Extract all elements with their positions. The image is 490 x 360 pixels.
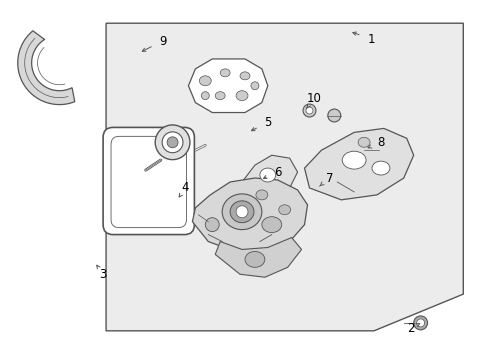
- Ellipse shape: [215, 92, 225, 100]
- Polygon shape: [193, 178, 308, 251]
- Ellipse shape: [366, 145, 376, 156]
- Ellipse shape: [236, 206, 248, 218]
- Ellipse shape: [372, 161, 390, 175]
- Ellipse shape: [222, 194, 262, 230]
- Text: 5: 5: [264, 116, 271, 129]
- FancyBboxPatch shape: [111, 136, 187, 228]
- Text: 3: 3: [99, 268, 107, 281]
- Ellipse shape: [279, 205, 291, 215]
- Ellipse shape: [303, 104, 316, 117]
- Polygon shape: [305, 129, 414, 200]
- FancyBboxPatch shape: [103, 127, 195, 235]
- Ellipse shape: [201, 92, 209, 100]
- Text: 8: 8: [377, 136, 385, 149]
- Text: 6: 6: [274, 166, 281, 179]
- Ellipse shape: [414, 316, 428, 330]
- Polygon shape: [106, 23, 464, 331]
- Polygon shape: [18, 31, 75, 105]
- Ellipse shape: [236, 91, 248, 100]
- Polygon shape: [189, 59, 268, 113]
- Ellipse shape: [358, 137, 370, 147]
- Ellipse shape: [162, 132, 183, 153]
- Ellipse shape: [260, 168, 276, 182]
- Ellipse shape: [256, 190, 268, 200]
- Ellipse shape: [306, 107, 313, 114]
- Ellipse shape: [230, 201, 254, 223]
- Ellipse shape: [245, 251, 265, 267]
- Polygon shape: [215, 238, 301, 277]
- Ellipse shape: [416, 319, 425, 327]
- Text: 9: 9: [159, 35, 167, 48]
- Ellipse shape: [328, 109, 341, 122]
- Ellipse shape: [251, 82, 259, 90]
- Ellipse shape: [240, 72, 250, 80]
- Polygon shape: [242, 155, 297, 200]
- Text: 4: 4: [182, 181, 189, 194]
- Ellipse shape: [155, 125, 190, 159]
- Ellipse shape: [262, 217, 282, 233]
- Ellipse shape: [342, 151, 366, 169]
- Text: 2: 2: [407, 322, 415, 336]
- Text: 10: 10: [307, 92, 322, 105]
- Text: 7: 7: [325, 171, 333, 185]
- Ellipse shape: [167, 137, 178, 148]
- Ellipse shape: [205, 218, 219, 231]
- Ellipse shape: [199, 76, 211, 86]
- Ellipse shape: [220, 69, 230, 77]
- Text: 1: 1: [368, 33, 375, 46]
